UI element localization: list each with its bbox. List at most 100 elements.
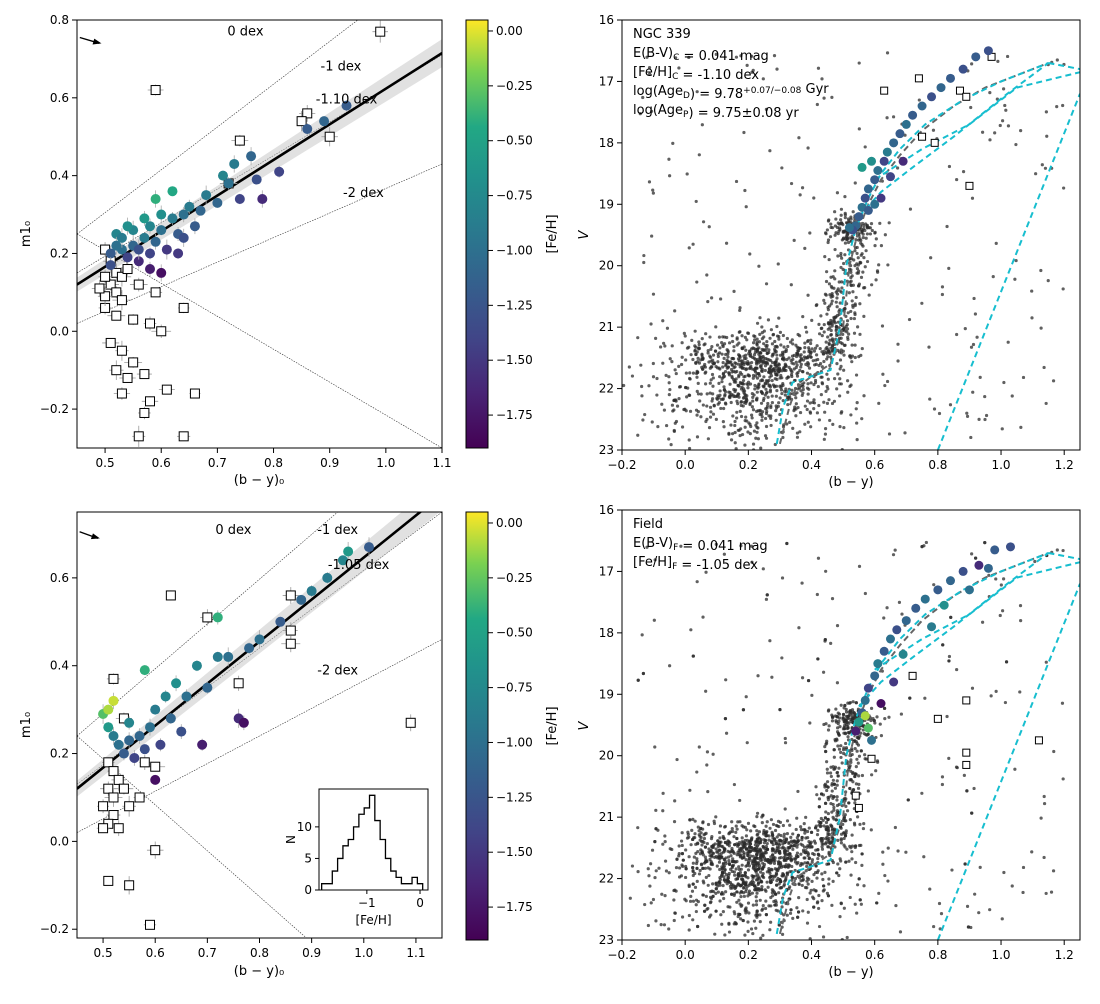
field-star xyxy=(893,548,897,552)
field-star xyxy=(855,437,859,442)
field-star xyxy=(717,860,722,864)
field-star xyxy=(782,832,786,836)
field-star xyxy=(945,714,949,719)
field-star xyxy=(804,325,808,329)
field-star xyxy=(725,878,729,883)
field-star xyxy=(896,849,900,853)
field-star xyxy=(823,782,828,786)
field-star xyxy=(799,828,803,832)
field-star xyxy=(733,419,737,424)
field-star xyxy=(790,878,794,882)
field-star xyxy=(829,346,833,350)
field-star xyxy=(627,365,631,369)
colorbar-tick-label: −1.75 xyxy=(496,900,533,914)
field-star xyxy=(723,717,728,721)
field-star xyxy=(695,857,699,861)
field-star xyxy=(714,542,718,546)
field-star xyxy=(775,879,779,883)
field-star xyxy=(849,279,853,283)
field-star xyxy=(791,357,795,361)
field-star xyxy=(789,857,793,861)
field-star xyxy=(696,849,700,854)
field-star xyxy=(749,347,754,351)
field-star xyxy=(687,883,691,887)
field-star xyxy=(790,864,794,869)
field-star xyxy=(659,345,663,349)
field-star xyxy=(750,405,754,409)
field-star xyxy=(856,271,860,275)
field-star xyxy=(827,877,831,881)
field-star xyxy=(696,356,700,360)
field-star xyxy=(825,270,829,274)
field-star xyxy=(872,719,876,723)
field-star xyxy=(687,393,691,397)
field-star xyxy=(750,560,754,564)
star-point xyxy=(939,600,949,610)
field-star xyxy=(792,367,796,371)
field-star xyxy=(849,270,853,274)
star-point xyxy=(945,576,955,586)
field-star xyxy=(781,355,785,360)
star-point xyxy=(983,46,993,56)
field-star xyxy=(722,385,726,389)
field-star xyxy=(906,798,910,802)
field-star xyxy=(767,378,771,383)
field-star xyxy=(856,761,860,765)
field-star xyxy=(721,910,725,914)
field-star xyxy=(815,303,819,307)
field-star xyxy=(796,348,800,353)
field-star xyxy=(706,822,711,827)
field-star xyxy=(862,256,866,260)
field-star xyxy=(824,569,828,573)
field-star xyxy=(775,867,779,872)
fit-confidence-band xyxy=(77,512,440,797)
field-star xyxy=(820,375,824,379)
field-star xyxy=(768,375,772,379)
x-tick-label: 1.0 xyxy=(991,948,1010,962)
field-star xyxy=(708,335,712,339)
field-star xyxy=(686,832,690,836)
field-star xyxy=(823,292,828,296)
field-star xyxy=(844,707,848,712)
field-star xyxy=(849,316,853,321)
isochrone-probabilistic xyxy=(1016,71,1080,89)
field-star xyxy=(814,353,819,357)
excluded-star-marker xyxy=(128,314,139,325)
field-star xyxy=(680,851,685,856)
field-star xyxy=(825,760,829,764)
field-star xyxy=(825,780,830,784)
field-star xyxy=(861,826,866,831)
field-star xyxy=(972,296,976,301)
field-star xyxy=(863,145,867,149)
field-star xyxy=(834,818,838,822)
field-star xyxy=(849,283,853,287)
field-star xyxy=(810,693,814,697)
star-point xyxy=(964,585,974,595)
field-star xyxy=(836,774,840,778)
field-star xyxy=(816,657,820,661)
field-star xyxy=(769,358,773,363)
field-star xyxy=(661,319,665,323)
field-star xyxy=(852,316,856,321)
field-star xyxy=(831,879,835,884)
field-star xyxy=(852,821,857,825)
field-star xyxy=(652,618,656,622)
field-star xyxy=(882,706,887,710)
field-star xyxy=(810,347,814,351)
field-star xyxy=(978,375,982,379)
field-star xyxy=(859,749,863,753)
field-star xyxy=(974,556,978,560)
field-star xyxy=(696,900,700,904)
field-star xyxy=(789,908,793,912)
field-star xyxy=(801,315,805,319)
field-star xyxy=(859,353,863,357)
field-star xyxy=(679,362,684,367)
field-star xyxy=(699,848,703,852)
field-star xyxy=(755,390,759,394)
excluded-star-marker xyxy=(933,714,942,723)
field-star xyxy=(1000,917,1004,921)
star-point xyxy=(191,660,202,671)
excluded-star-marker xyxy=(139,369,150,380)
excluded-star-marker xyxy=(124,880,135,891)
excluded-star-marker xyxy=(285,590,296,601)
